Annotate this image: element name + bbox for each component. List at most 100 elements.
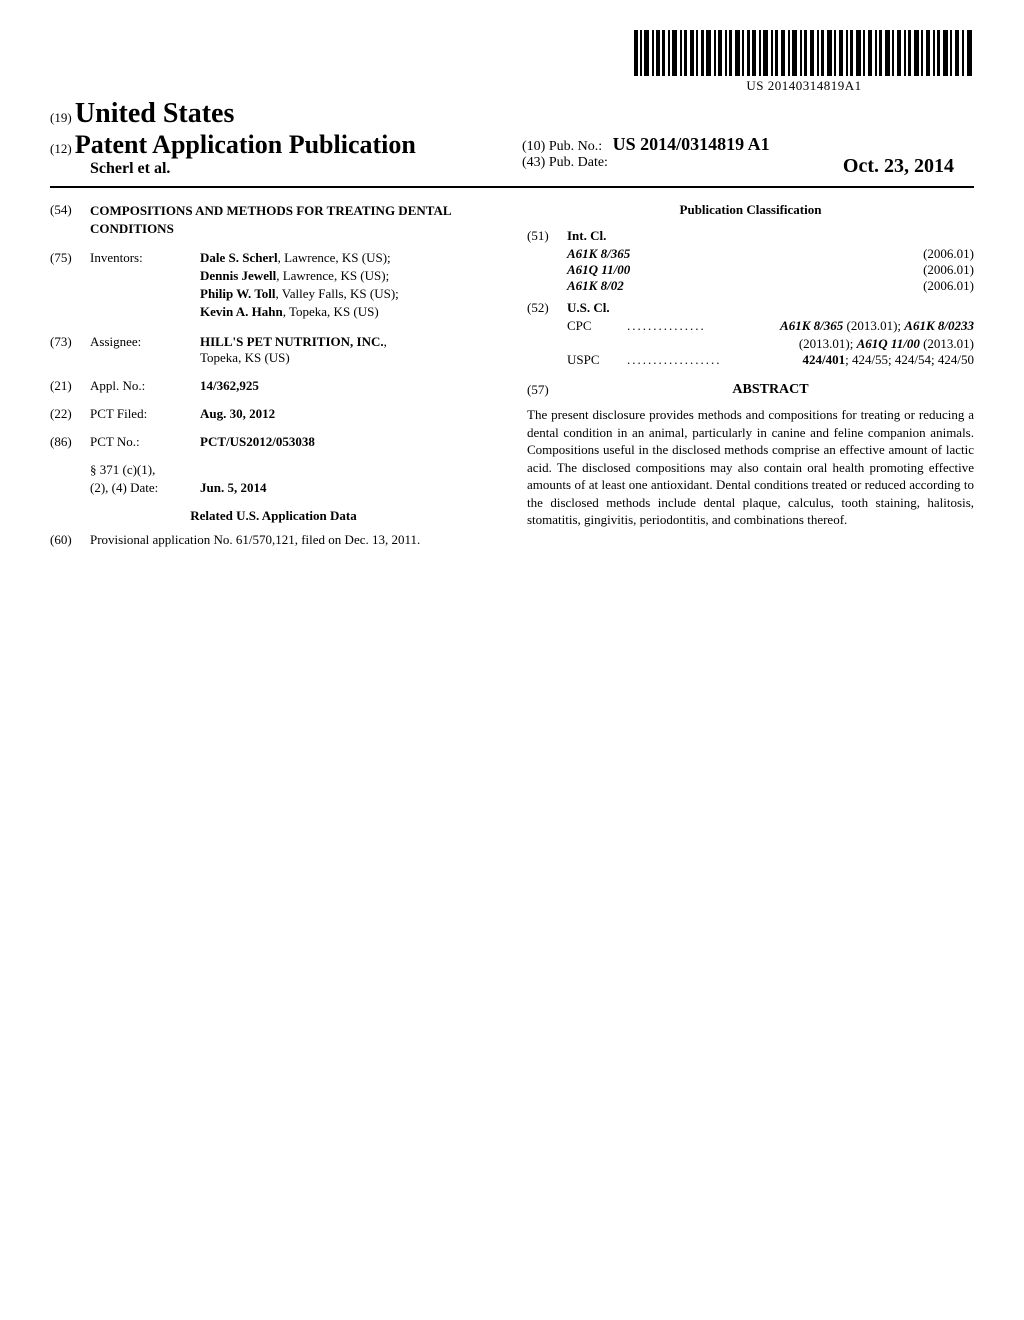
sec371date: Jun. 5, 2014 <box>200 480 497 496</box>
sec371-row2: (2), (4) Date: Jun. 5, 2014 <box>50 480 497 496</box>
inventor-loc: Lawrence, KS (US); <box>283 268 390 283</box>
applno-label: Appl. No.: <box>90 378 200 394</box>
abstract-text: The present disclosure provides methods … <box>527 406 974 529</box>
inventor-item: Dennis Jewell, Lawrence, KS (US); <box>200 268 497 284</box>
abstract-header: ABSTRACT <box>567 382 974 398</box>
cpc-continue: (2013.01); A61Q 11/00 (2013.01) <box>527 336 974 352</box>
intcl-code: A61Q 11/00 <box>567 262 923 278</box>
inventor-item: Dale S. Scherl, Lawrence, KS (US); <box>200 250 497 266</box>
sec371a: § 371 (c)(1), <box>90 462 497 478</box>
code-60: (60) <box>50 532 90 548</box>
barcode-section: US 20140314819A1 <box>50 30 974 94</box>
pub-no-value: US 2014/0314819 A1 <box>613 134 770 154</box>
cpc-code: A61Q 11/00 <box>857 336 920 351</box>
inventor-loc: Lawrence, KS (US); <box>284 250 391 265</box>
country-line: (19) United States <box>50 98 502 130</box>
pub-date-line: (43) Pub. Date: Oct. 23, 2014 <box>522 155 974 178</box>
pub-type-line: (12) Patent Application Publication <box>50 130 502 160</box>
intcl-label: Int. Cl. <box>567 228 974 244</box>
abstract-header-row: (57) ABSTRACT <box>527 382 974 398</box>
related-row: (60) Provisional application No. 61/570,… <box>50 532 497 548</box>
intcl-year: (2006.01) <box>923 262 974 278</box>
sec371-row: § 371 (c)(1), <box>50 462 497 478</box>
pctno-row: (86) PCT No.: PCT/US2012/053038 <box>50 434 497 450</box>
related-text: Provisional application No. 61/570,121, … <box>90 532 497 548</box>
code-86: (86) <box>50 434 90 450</box>
uspc-val: 424/401; 424/55; 424/54; 424/50 <box>802 352 974 368</box>
code-51: (51) <box>527 228 567 244</box>
inventor-name: Dale S. Scherl <box>200 250 278 265</box>
country-name: United States <box>75 98 234 129</box>
pctfiled-label: PCT Filed: <box>90 406 200 422</box>
pctno-label: PCT No.: <box>90 434 200 450</box>
header-right: (10) Pub. No.: US 2014/0314819 A1 (43) P… <box>502 134 974 178</box>
uspc-bold: 424/401 <box>802 352 845 367</box>
code-10: (10) <box>522 139 545 154</box>
barcode-text: US 20140314819A1 <box>634 78 974 94</box>
pctfiled-row: (22) PCT Filed: Aug. 30, 2012 <box>50 406 497 422</box>
pub-date-label: Pub. Date: <box>549 155 608 170</box>
intcl-row: (51) Int. Cl. <box>527 228 974 244</box>
code-52: (52) <box>527 300 567 316</box>
dots: .................. <box>627 352 802 368</box>
left-column: (54) COMPOSITIONS AND METHODS FOR TREATI… <box>50 202 497 560</box>
uspc-label: USPC <box>567 352 627 368</box>
cpc-text: (2013.01); <box>843 318 904 333</box>
title-text: COMPOSITIONS AND METHODS FOR TREATING DE… <box>90 202 497 238</box>
spacer <box>50 480 90 496</box>
pub-type: Patent Application Publication <box>75 130 416 159</box>
code-75: (75) <box>50 250 90 322</box>
cpc-val: A61K 8/365 (2013.01); A61K 8/0233 <box>780 318 974 334</box>
barcode-svg <box>634 30 974 76</box>
intcl-code: A61K 8/365 <box>567 246 923 262</box>
assignee-label: Assignee: <box>90 334 200 366</box>
intcl-entry: A61K 8/365 (2006.01) <box>527 246 974 262</box>
intcl-entry: A61K 8/02 (2006.01) <box>527 278 974 294</box>
barcode: US 20140314819A1 <box>634 30 974 94</box>
code-21: (21) <box>50 378 90 394</box>
inventor-item: Kevin A. Hahn, Topeka, KS (US) <box>200 304 497 320</box>
intcl-year: (2006.01) <box>923 246 974 262</box>
code-73: (73) <box>50 334 90 366</box>
cpc-text: (2013.01) <box>920 336 974 351</box>
inventor-name: Philip W. Toll <box>200 286 276 301</box>
assignee-name: HILL'S PET NUTRITION, INC. <box>200 334 384 349</box>
applno-value: 14/362,925 <box>200 378 497 394</box>
code-22: (22) <box>50 406 90 422</box>
classification-header: Publication Classification <box>527 202 974 218</box>
inventors-label: Inventors: <box>90 250 200 322</box>
inventor-loc: Valley Falls, KS (US); <box>282 286 399 301</box>
assignee-row: (73) Assignee: HILL'S PET NUTRITION, INC… <box>50 334 497 366</box>
main-columns: (54) COMPOSITIONS AND METHODS FOR TREATI… <box>50 202 974 560</box>
cpc-text: (2013.01); <box>799 336 857 351</box>
assignee-loc: Topeka, KS (US) <box>200 350 497 366</box>
right-column: Publication Classification (51) Int. Cl.… <box>527 202 974 560</box>
cpc-code: A61K 8/0233 <box>904 318 974 333</box>
uscl-label: U.S. Cl. <box>567 300 974 316</box>
inventor-item: Philip W. Toll, Valley Falls, KS (US); <box>200 286 497 302</box>
inventors-list: Dale S. Scherl, Lawrence, KS (US); Denni… <box>200 250 497 322</box>
cpc-line: CPC ............... A61K 8/365 (2013.01)… <box>527 318 974 334</box>
header-block: (19) United States (12) Patent Applicati… <box>50 98 974 188</box>
pub-no-label: Pub. No.: <box>549 139 602 154</box>
inventor-name: Kevin A. Hahn <box>200 304 283 319</box>
inventors-short: Scherl et al. <box>50 160 502 178</box>
title-row: (54) COMPOSITIONS AND METHODS FOR TREATI… <box>50 202 497 238</box>
cpc-code: A61K 8/365 <box>780 318 843 333</box>
inventors-row: (75) Inventors: Dale S. Scherl, Lawrence… <box>50 250 497 322</box>
uscl-row: (52) U.S. Cl. <box>527 300 974 316</box>
intcl-code: A61K 8/02 <box>567 278 923 294</box>
code-12: (12) <box>50 141 72 156</box>
uspc-line: USPC .................. 424/401; 424/55;… <box>527 352 974 368</box>
code-19: (19) <box>50 110 72 125</box>
assignee-content: HILL'S PET NUTRITION, INC., Topeka, KS (… <box>200 334 497 366</box>
applno-row: (21) Appl. No.: 14/362,925 <box>50 378 497 394</box>
pub-no-line: (10) Pub. No.: US 2014/0314819 A1 <box>522 134 974 155</box>
code-57: (57) <box>527 382 567 398</box>
code-43: (43) <box>522 155 545 170</box>
code-54: (54) <box>50 202 90 238</box>
pub-date-value: Oct. 23, 2014 <box>843 155 954 178</box>
header-left: (19) United States (12) Patent Applicati… <box>50 98 502 178</box>
inventor-name: Dennis Jewell <box>200 268 276 283</box>
spacer <box>50 462 90 478</box>
